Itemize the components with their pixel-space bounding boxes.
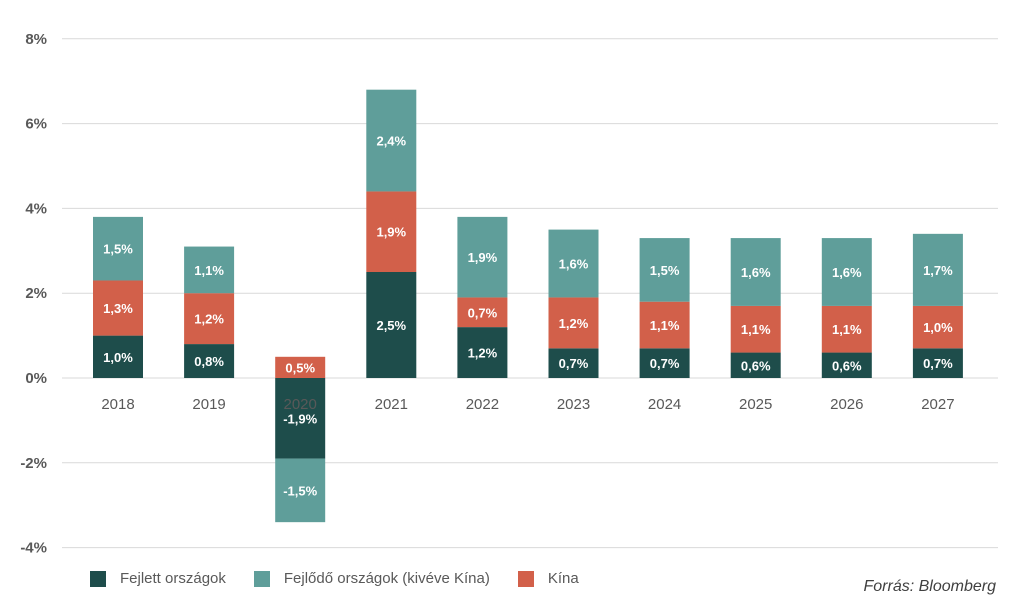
bar-segment [548, 348, 599, 378]
bar-value-label: 2,4% [376, 134, 406, 149]
bar-value-label: 1,5% [650, 263, 680, 278]
y-tick-label: 2% [25, 285, 47, 302]
bar-segment [275, 356, 326, 378]
bar-segment [639, 238, 690, 302]
bar-segment [730, 305, 781, 353]
bar-segment [548, 297, 599, 349]
bar-segment [912, 233, 963, 306]
bar-value-label: 1,9% [468, 250, 498, 265]
bar-segment [639, 301, 690, 349]
bar-segment [821, 352, 872, 378]
y-tick-label: -4% [20, 540, 47, 557]
bar-segment [548, 229, 599, 298]
x-tick-label: 2023 [557, 396, 590, 413]
x-tick-label: 2026 [830, 396, 863, 413]
bar-value-label: 1,7% [923, 263, 953, 278]
x-tick-label: 2024 [648, 396, 681, 413]
bar-value-label: 0,7% [923, 356, 953, 371]
bar-value-label: 0,8% [194, 354, 224, 369]
bar-value-label: 0,7% [559, 356, 589, 371]
bar-value-label: 0,6% [832, 358, 862, 373]
x-tick-label: 2025 [739, 396, 772, 413]
bar-value-label: 1,1% [194, 263, 224, 278]
legend-item-developed: Fejlett országok [90, 570, 226, 587]
bar-segment [821, 238, 872, 306]
legend-item-emerging: Fejlődő országok (kivéve Kína) [253, 570, 490, 587]
bar-value-label: -1,9% [283, 411, 317, 426]
bar-value-label: 1,3% [103, 301, 133, 316]
bar-segment [184, 246, 235, 294]
bar-value-label: 1,0% [103, 350, 133, 365]
bar-segment [275, 458, 326, 523]
bar-value-label: 2,5% [376, 318, 406, 333]
bar-segment [730, 352, 781, 378]
bar-value-label: 1,2% [559, 316, 589, 331]
bar-value-label: -1,5% [283, 483, 317, 498]
legend-swatch [517, 570, 534, 587]
legend: Fejlett országok Fejlődő országok (kivév… [90, 570, 607, 587]
bar-value-label: 0,6% [741, 358, 771, 373]
bar-value-label: 1,6% [832, 265, 862, 280]
bar-segment [730, 238, 781, 306]
legend-item-china: Kína [517, 570, 579, 587]
bar-segment [184, 344, 235, 378]
bar-segment [93, 216, 143, 281]
bar-value-label: 1,1% [832, 322, 862, 337]
bar-value-label: 1,9% [376, 225, 406, 240]
legend-label: Fejlett országok [120, 570, 226, 587]
bar-value-label: 1,6% [741, 265, 771, 280]
bar-segment [275, 378, 326, 459]
bar-segment [93, 335, 143, 378]
x-tick-label: 2022 [466, 396, 499, 413]
x-tick-label: 2018 [101, 396, 134, 413]
bar-segment [821, 305, 872, 353]
bar-segment [366, 89, 417, 192]
x-axis-ticks: 2018 2019 2020 2021 2022 2023 2024 2025 2026 2027 [101, 396, 954, 413]
bar-segment [912, 305, 963, 349]
legend-label: Fejlődő országok (kivéve Kína) [283, 570, 490, 587]
bar-value-label: 1,2% [194, 312, 224, 327]
bar-value-label: 1,2% [468, 346, 498, 361]
x-tick-label: 2019 [192, 396, 225, 413]
bar-segment [457, 297, 508, 328]
bar-segment [184, 293, 235, 345]
bar-segment [366, 272, 417, 378]
y-tick-label: 4% [25, 200, 47, 217]
x-tick-label: 2020 [284, 396, 317, 413]
bar-segment [366, 191, 417, 272]
y-axis-ticks: -4% -2% 0% 2% 4% 6% 8% [20, 31, 47, 557]
bar-segment [457, 216, 508, 298]
bar-value-label: 0,7% [468, 305, 498, 320]
bars: 1,0% 1,3% 1,5% 0,8% 1,2% 1,1% -1,9% 0,5% -1,5% 2,… [93, 89, 963, 523]
bar-segment [639, 348, 690, 378]
bar-value-label: 0,7% [650, 356, 680, 371]
x-tick-label: 2027 [921, 396, 954, 413]
bar-segment [93, 280, 143, 336]
bar-value-label: 1,1% [650, 318, 680, 333]
y-tick-label: -2% [20, 455, 47, 472]
y-tick-label: 8% [25, 31, 47, 48]
legend-label: Kína [547, 570, 579, 587]
x-tick-label: 2021 [375, 396, 408, 413]
bar-segment [457, 327, 508, 378]
y-tick-label: 0% [25, 370, 47, 387]
bar-value-label: 1,6% [559, 257, 589, 272]
legend-swatch [90, 570, 106, 587]
bar-value-label: 1,0% [923, 320, 953, 335]
bar-value-label: 1,5% [103, 242, 133, 257]
y-tick-label: 6% [25, 116, 47, 133]
bar-segment [912, 348, 963, 378]
legend-swatch [253, 570, 270, 587]
bar-value-label: 0,5% [285, 360, 315, 375]
bar-value-label: 1,1% [741, 322, 771, 337]
source-note: Forrás: Bloomberg [863, 578, 997, 595]
